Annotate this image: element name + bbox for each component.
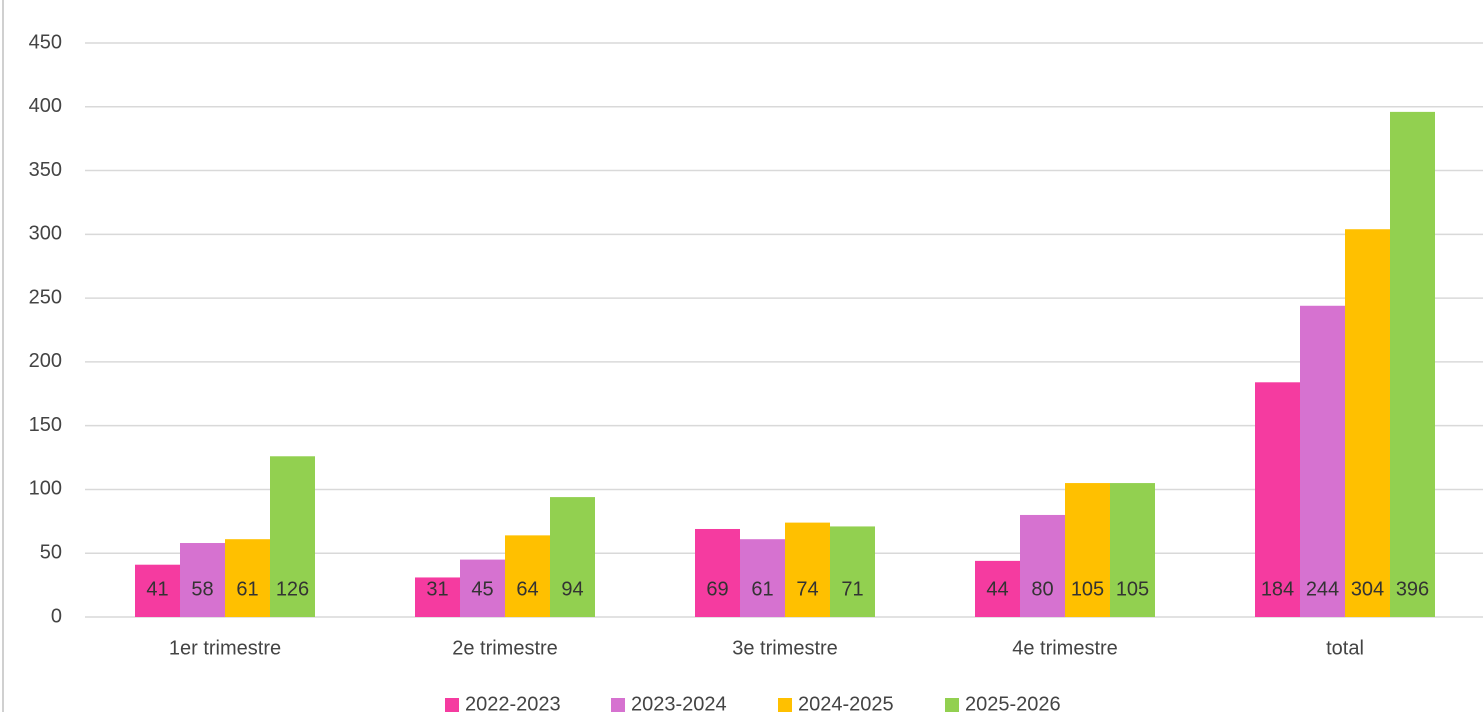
y-tick-label: 400 [29, 95, 62, 117]
value-label: 45 [471, 578, 493, 600]
legend-label: 2023-2024 [631, 693, 727, 712]
value-label: 126 [276, 578, 309, 600]
value-label: 64 [516, 578, 538, 600]
x-tick-label: 1er trimestre [169, 637, 281, 659]
value-label: 396 [1396, 578, 1429, 600]
bar [225, 539, 270, 617]
value-label: 244 [1306, 578, 1339, 600]
x-tick-label: total [1326, 637, 1364, 659]
bar [135, 564, 180, 617]
value-label: 105 [1116, 578, 1149, 600]
x-tick-label: 3e trimestre [732, 637, 838, 659]
legend-label: 2024-2025 [798, 693, 894, 712]
bar [1065, 483, 1110, 617]
bar [1300, 305, 1345, 617]
value-label: 61 [751, 578, 773, 600]
y-tick-label: 50 [40, 542, 62, 564]
value-label: 304 [1351, 578, 1384, 600]
y-tick-label: 350 [29, 159, 62, 181]
value-label: 41 [146, 578, 168, 600]
bar [550, 497, 595, 617]
legend-swatch [945, 698, 959, 712]
y-tick-label: 450 [29, 31, 62, 53]
bar [975, 560, 1020, 617]
value-label: 184 [1261, 578, 1294, 600]
legend-swatch [611, 698, 625, 712]
y-tick-label: 150 [29, 414, 62, 436]
value-label: 71 [841, 578, 863, 600]
value-label: 69 [706, 578, 728, 600]
y-tick-label: 0 [51, 605, 62, 627]
y-tick-label: 200 [29, 350, 62, 372]
bar [460, 559, 505, 617]
value-label: 58 [191, 578, 213, 600]
x-tick-label: 4e trimestre [1012, 637, 1118, 659]
value-label: 105 [1071, 578, 1104, 600]
bar [785, 522, 830, 617]
value-label: 80 [1031, 578, 1053, 600]
value-label: 74 [796, 578, 818, 600]
y-tick-label: 300 [29, 223, 62, 245]
bar [695, 528, 740, 617]
bar [1110, 483, 1155, 617]
y-tick-label: 250 [29, 286, 62, 308]
legend-swatch [778, 698, 792, 712]
value-label: 44 [986, 578, 1008, 600]
x-tick-label: 2e trimestre [452, 637, 558, 659]
legend-label: 2022-2023 [465, 693, 561, 712]
bar [740, 539, 785, 617]
bar [1255, 382, 1300, 617]
bar [1345, 229, 1390, 617]
legend-swatch [445, 698, 459, 712]
bar [1390, 111, 1435, 617]
value-label: 61 [236, 578, 258, 600]
y-tick-label: 100 [29, 478, 62, 500]
legend-label: 2025-2026 [965, 693, 1061, 712]
bar [270, 456, 315, 617]
bar [830, 526, 875, 617]
bar [505, 535, 550, 617]
value-label: 94 [561, 578, 583, 600]
bar [180, 543, 225, 617]
value-label: 31 [426, 578, 448, 600]
bar [1020, 514, 1065, 617]
bar [415, 577, 460, 617]
